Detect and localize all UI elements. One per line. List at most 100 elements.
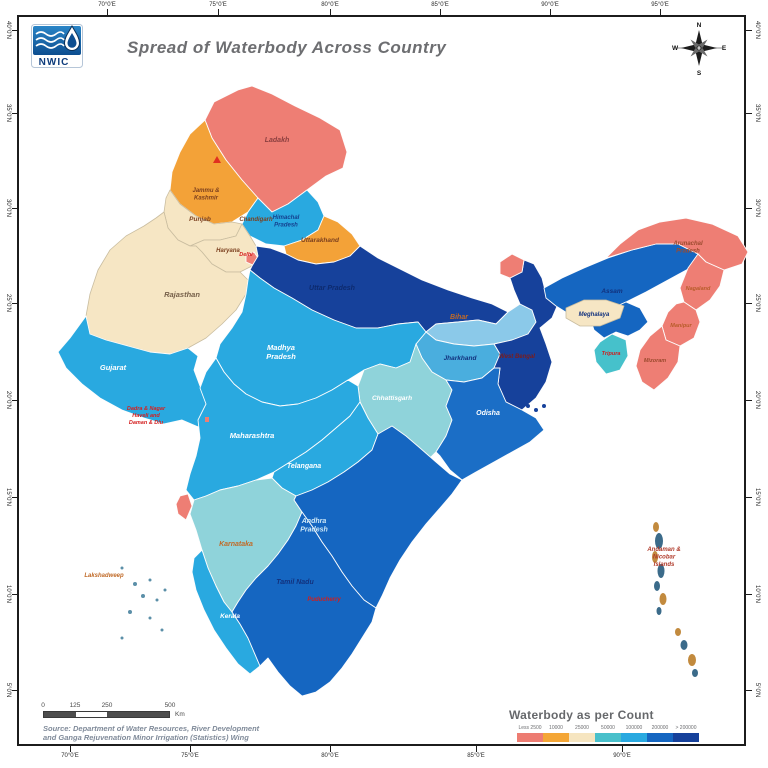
- tick-mark: [746, 113, 752, 114]
- tick-mark: [746, 30, 752, 31]
- state-label: Andhra Pradesh: [300, 518, 328, 534]
- tick-mark: [476, 746, 477, 752]
- state-label: Chandigarh: [239, 217, 273, 223]
- tick-mark: [746, 690, 752, 691]
- state-kerala: [191, 549, 261, 675]
- state-meghalaya: [565, 299, 625, 327]
- compass-e-label: E: [722, 45, 727, 52]
- tick-mark: [746, 303, 752, 304]
- longitude-label: 85°0'E: [431, 2, 449, 8]
- legend-swatch: [543, 733, 569, 742]
- legend-swatch: [621, 733, 647, 742]
- compass-w-label: W: [672, 45, 679, 52]
- state-label: Chhattisgarh: [372, 395, 412, 402]
- tick-mark: [190, 746, 191, 752]
- legend-title: Waterbody as per Count: [509, 708, 654, 722]
- tick-mark: [12, 594, 18, 595]
- state-tripura: [593, 333, 629, 375]
- tick-mark: [440, 9, 441, 15]
- state-label: Telangana: [287, 463, 321, 470]
- tick-mark: [330, 9, 331, 15]
- nwic-logo: NWIC: [31, 24, 83, 73]
- longitude-label: 80°0'E: [321, 2, 339, 8]
- state-mizoram: [635, 325, 681, 391]
- state-tamil-nadu: [231, 511, 377, 697]
- tick-mark: [746, 208, 752, 209]
- source-line-1: Source: Department of Water Resources, R…: [43, 724, 260, 733]
- state-label: Assam: [600, 288, 623, 295]
- state-label: Bihar: [450, 314, 469, 321]
- tick-mark: [660, 9, 661, 15]
- map-frame: [17, 15, 746, 746]
- sundarban-islands: [526, 404, 546, 412]
- waves-icon: [35, 31, 65, 49]
- state-label: Jharkhand: [444, 355, 478, 362]
- state-label: Himachal Pradesh: [273, 215, 300, 229]
- state-label: Andaman & Nicobar Islands: [646, 547, 680, 568]
- tick-mark: [12, 303, 18, 304]
- state-label: Mizoram: [644, 358, 666, 364]
- andaman-nicobar-islands: [652, 522, 698, 677]
- state-goa: [175, 493, 193, 521]
- state-label: Lakshadweep: [84, 573, 124, 579]
- state-label: Meghalaya: [579, 312, 610, 318]
- state-label: Tripura: [602, 351, 621, 357]
- legend-swatch: [647, 733, 673, 742]
- compass-n-label: N: [697, 22, 702, 29]
- state-sikkim: [499, 253, 525, 279]
- scale-tick-label: 500: [164, 702, 176, 709]
- state-label: Karnataka: [219, 541, 253, 548]
- tick-mark: [70, 746, 71, 752]
- longitude-label: 80°0'E: [321, 753, 339, 759]
- state-odisha: [435, 367, 545, 481]
- state-label: Rajasthan: [164, 290, 200, 299]
- legend: Waterbody as per Count Less 2500 10000 250…: [509, 708, 719, 746]
- state-label: Kerala: [220, 613, 240, 620]
- tick-mark: [12, 113, 18, 114]
- legend-class-label: Less 2500: [518, 725, 542, 731]
- compass-rose: N E S W: [672, 19, 728, 82]
- longitude-label: 70°0'E: [98, 2, 116, 8]
- legend-swatch: [673, 733, 699, 742]
- logo-text: NWIC: [39, 57, 70, 68]
- tick-mark: [12, 208, 18, 209]
- state-rajasthan: [85, 211, 249, 355]
- tick-mark: [330, 746, 331, 752]
- state-label: Uttar Pradesh: [309, 285, 355, 292]
- state-label: Odisha: [476, 410, 500, 417]
- state-label: West Bengal: [499, 354, 535, 360]
- state-label: Dadra & Nagar Haveli and Daman & Diu: [127, 406, 166, 426]
- tick-mark: [12, 400, 18, 401]
- legend-swatch: [569, 733, 595, 742]
- state-labels: Ladakh Jammu & Kashmir Himachal Pradesh Punja…: [84, 137, 711, 620]
- island-groups: [120, 156, 698, 677]
- scale-bar: Km 0 125 250 500: [41, 702, 203, 724]
- state-nagaland: [679, 253, 725, 311]
- legend-class-label: 25000: [575, 725, 589, 731]
- longitude-label: 75°0'E: [209, 2, 227, 8]
- page-title: Spread of Waterbody Across Country: [127, 38, 447, 57]
- compass-star-icon: [676, 30, 722, 66]
- tick-mark: [218, 9, 219, 15]
- state-label: Gujarat: [100, 363, 127, 372]
- longitude-label: 70°0'E: [61, 753, 79, 759]
- tick-mark: [12, 690, 18, 691]
- legend-class-label: 100000: [625, 725, 643, 731]
- water-drop-icon: [63, 24, 81, 51]
- tick-mark: [12, 497, 18, 498]
- source-line-2: and Ganga Rejuvenation Minor Irrigation …: [43, 733, 249, 742]
- capital-marker-icon: [213, 156, 221, 163]
- state-label: Manipur: [670, 323, 692, 329]
- tick-mark: [746, 400, 752, 401]
- state-label: Puducherry: [307, 597, 341, 603]
- source-note: Source: Department of Water Resources, R…: [43, 724, 259, 742]
- state-label: Ladakh: [265, 137, 290, 144]
- tick-mark: [107, 9, 108, 15]
- state-label: Arunachal Pradesh: [672, 241, 703, 255]
- state-label: Uttarakhand: [301, 237, 340, 244]
- state-label: Tamil Nadu: [276, 579, 314, 586]
- scale-tick-label: 0: [41, 702, 45, 709]
- state-label: Maharashtra: [230, 431, 275, 440]
